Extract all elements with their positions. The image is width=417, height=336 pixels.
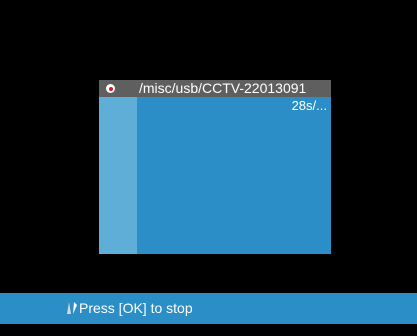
record-icon xyxy=(106,84,115,93)
footer-hint-bar: Press [OK] to stop xyxy=(0,293,417,324)
recording-dialog: /misc/usb/CCTV-22013091 28s/... xyxy=(99,80,331,254)
stop-hint-text: Press [OK] to stop xyxy=(79,300,193,316)
progress-strip xyxy=(99,97,137,254)
dialog-header: /misc/usb/CCTV-22013091 xyxy=(99,80,331,97)
file-path: /misc/usb/CCTV-22013091 xyxy=(139,80,307,96)
duration-label: 28s/... xyxy=(291,98,327,113)
navigation-arrows-icon xyxy=(67,302,77,314)
